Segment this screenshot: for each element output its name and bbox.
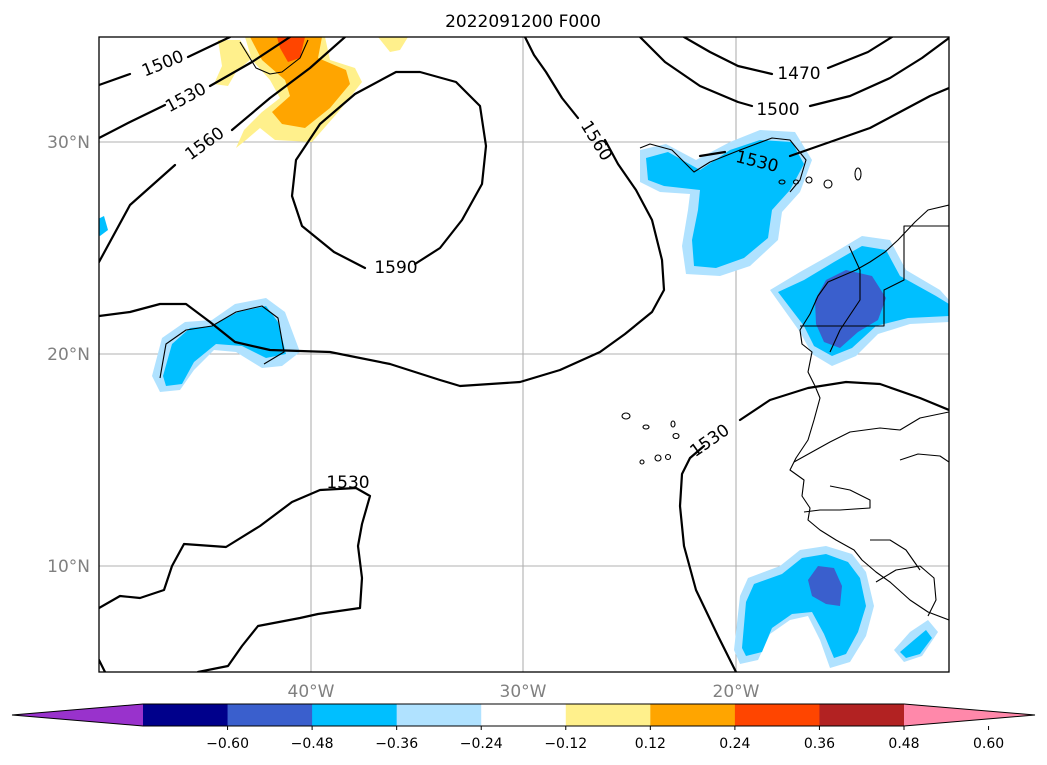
island bbox=[778, 179, 786, 185]
canary-islands bbox=[778, 167, 862, 189]
contour-line bbox=[99, 37, 292, 140]
island bbox=[664, 453, 672, 461]
negative-shade-blue bbox=[163, 306, 286, 386]
positive-shade-light bbox=[214, 40, 252, 86]
colorbar-tick-label: 0.48 bbox=[888, 736, 919, 752]
colorbar-tick-label: 0.24 bbox=[719, 736, 750, 752]
colorbar-tick-label: −0.36 bbox=[375, 736, 418, 752]
colorbar-segment bbox=[565, 704, 651, 726]
lat-label-20n: 20°N bbox=[47, 345, 90, 365]
colorbar-tick-label: 0.60 bbox=[973, 736, 1004, 752]
contour-line bbox=[678, 380, 949, 672]
contour-line bbox=[290, 70, 488, 270]
colorbar-tick-label: −0.12 bbox=[544, 736, 587, 752]
border-line bbox=[829, 245, 861, 353]
colorbar-tick-label: −0.24 bbox=[460, 736, 503, 752]
border-line bbox=[870, 539, 921, 571]
island bbox=[672, 432, 680, 440]
contour-line bbox=[99, 37, 666, 388]
colorbar-segment bbox=[819, 704, 905, 726]
coastlines bbox=[159, 39, 949, 621]
latitude-labels: 30°N 20°N 10°N bbox=[47, 133, 90, 577]
lat-label-10n: 10°N bbox=[47, 557, 90, 577]
region-outline bbox=[639, 137, 807, 193]
colorbar-segment bbox=[481, 704, 567, 726]
island bbox=[805, 176, 813, 184]
contour-label: 1530 bbox=[326, 473, 369, 493]
colorbar-segment bbox=[143, 704, 229, 726]
map-title: 2022091200 F000 bbox=[445, 12, 601, 32]
cape-verde-islands bbox=[621, 412, 680, 465]
island bbox=[792, 179, 800, 185]
island bbox=[823, 179, 833, 189]
negative-shade-blue bbox=[900, 630, 932, 658]
island bbox=[642, 424, 650, 430]
map-panel: 1500 1530 1560 1590 1560 1470 1500 1530 … bbox=[98, 36, 950, 673]
colorbar: −0.60 −0.48 −0.36 −0.24 −0.12 0.12 0.24 0.36 0.4… bbox=[11, 703, 1036, 752]
border-line bbox=[899, 453, 949, 463]
contour-label: 1470 bbox=[777, 64, 820, 84]
contour-line bbox=[682, 37, 894, 76]
lon-label-30w: 30°W bbox=[500, 682, 547, 702]
island bbox=[639, 459, 645, 465]
contour-line bbox=[638, 37, 949, 108]
lat-label-30n: 30°N bbox=[47, 133, 90, 153]
positive-shade-red bbox=[277, 37, 305, 62]
colorbar-tick-label: −0.48 bbox=[291, 736, 334, 752]
colorbar-segment bbox=[734, 704, 820, 726]
negative-shade-blue bbox=[99, 216, 108, 236]
colorbar-outline bbox=[11, 703, 1036, 727]
colorbar-segment bbox=[650, 704, 736, 726]
colorbar-segment bbox=[312, 704, 398, 726]
negative-shade-blue bbox=[646, 140, 804, 268]
contour-line bbox=[99, 37, 232, 87]
negative-shade-dark bbox=[815, 270, 886, 348]
longitude-labels: 40°W 30°W 20°W bbox=[288, 682, 760, 702]
island bbox=[854, 167, 862, 181]
colorbar-tick-label: −0.60 bbox=[206, 736, 249, 752]
island bbox=[654, 454, 662, 462]
region-outline bbox=[159, 305, 285, 379]
contour-line bbox=[99, 37, 347, 264]
lon-label-40w: 40°W bbox=[288, 682, 335, 702]
border-line bbox=[803, 485, 871, 513]
border-line bbox=[800, 205, 949, 327]
island bbox=[621, 412, 631, 420]
colorbar-segment bbox=[396, 704, 482, 726]
contour-line bbox=[698, 86, 949, 158]
shaded-anomalies bbox=[99, 37, 949, 668]
colorbar-extend-min bbox=[12, 704, 143, 726]
colorbar-tick-label: 0.36 bbox=[804, 736, 835, 752]
negative-shade-dark bbox=[808, 566, 842, 606]
colorbar-segment bbox=[227, 704, 313, 726]
island bbox=[670, 420, 676, 428]
positive-shade-light bbox=[378, 37, 408, 52]
positive-shade-orange bbox=[250, 37, 350, 128]
contours bbox=[99, 37, 949, 672]
map-frame bbox=[98, 36, 950, 673]
contour-label: 1590 bbox=[374, 258, 417, 278]
contour-line bbox=[99, 486, 372, 672]
border-line bbox=[793, 411, 949, 463]
africa-coastline bbox=[789, 204, 949, 621]
contour-label: 1500 bbox=[756, 100, 799, 120]
lon-label-20w: 20°W bbox=[713, 682, 760, 702]
colorbar-extend-max bbox=[904, 704, 1035, 726]
region-outline bbox=[239, 39, 309, 75]
colorbar-tick-label: 0.12 bbox=[635, 736, 666, 752]
border-line bbox=[875, 565, 937, 617]
